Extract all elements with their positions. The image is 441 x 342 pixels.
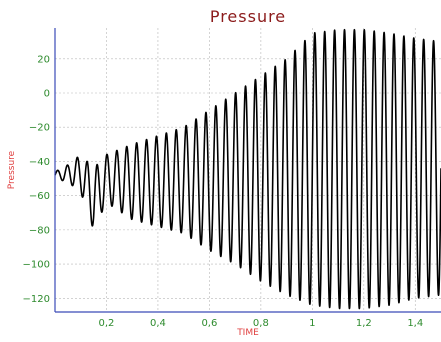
y-tick-label: 20 bbox=[37, 54, 50, 65]
x-tick-label: 1,2 bbox=[356, 318, 372, 329]
x-tick-label: 0,2 bbox=[99, 318, 115, 329]
y-tick-labels: 20 0 −20 −40 −60 −80 −100 −120 bbox=[23, 54, 50, 305]
chart-title: Pressure bbox=[210, 7, 286, 26]
x-tick-label: 0,8 bbox=[253, 318, 269, 329]
pressure-series-line bbox=[54, 28, 441, 310]
x-axis-label: TIME bbox=[236, 328, 259, 338]
x-tick-label: 0,6 bbox=[201, 318, 217, 329]
y-tick-label: −120 bbox=[23, 294, 50, 305]
y-tick-label: −20 bbox=[29, 123, 50, 134]
y-tick-label: −100 bbox=[23, 260, 50, 271]
y-tick-label: −60 bbox=[29, 191, 50, 202]
x-tick-labels: 0,2 0,4 0,6 0,8 1 1,2 1,4 bbox=[99, 318, 424, 329]
x-tick-label: 1,4 bbox=[407, 318, 423, 329]
y-tick-label: −80 bbox=[29, 225, 50, 236]
x-tick-label: 1 bbox=[309, 318, 315, 329]
y-axis-label: Pressure bbox=[7, 150, 17, 189]
y-tick-label: 0 bbox=[44, 89, 50, 100]
y-tick-label: −40 bbox=[29, 157, 50, 168]
x-tick-label: 0,4 bbox=[150, 318, 166, 329]
plot-area bbox=[54, 28, 441, 310]
